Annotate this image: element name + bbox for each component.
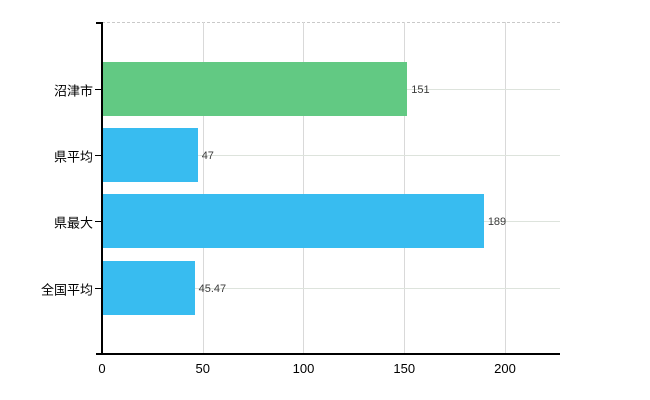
y-axis-tick bbox=[95, 155, 102, 156]
x-axis-tick-label-100: 100 bbox=[292, 361, 315, 376]
vertical-gridline-200 bbox=[504, 22, 506, 353]
category-label: 県平均 bbox=[53, 149, 93, 165]
bar-0 bbox=[103, 62, 408, 116]
x-axis-tick-label-0: 0 bbox=[98, 361, 106, 376]
y-axis-line bbox=[101, 22, 103, 353]
plot-top-border bbox=[102, 22, 560, 23]
x-axis-tick-label-50: 50 bbox=[195, 361, 210, 376]
value-label: 45.47 bbox=[198, 283, 227, 295]
vertical-gridline-50 bbox=[202, 22, 204, 353]
horizontal-gridline bbox=[103, 155, 560, 156]
bar-2 bbox=[103, 194, 484, 248]
category-label: 県最大 bbox=[53, 215, 93, 231]
y-axis-tick bbox=[95, 288, 102, 289]
x-axis-tick-label-200: 200 bbox=[494, 361, 516, 376]
y-axis-tick bbox=[95, 221, 102, 222]
vertical-gridline-150 bbox=[404, 22, 406, 353]
bar-3 bbox=[103, 261, 195, 315]
value-label: 189 bbox=[487, 216, 507, 228]
value-label: 151 bbox=[411, 84, 430, 96]
x-axis-line bbox=[96, 353, 560, 355]
category-label: 全国平均 bbox=[40, 282, 93, 298]
category-label: 沼津市 bbox=[53, 83, 93, 99]
bar-1 bbox=[103, 128, 198, 182]
x-axis-tick-label-150: 150 bbox=[393, 361, 416, 376]
horizontal-gridline bbox=[103, 288, 560, 289]
vertical-gridline-100 bbox=[303, 22, 305, 353]
y-axis-tick bbox=[95, 89, 102, 90]
y-axis-top-tick bbox=[96, 22, 102, 24]
value-label: 47 bbox=[201, 150, 214, 162]
